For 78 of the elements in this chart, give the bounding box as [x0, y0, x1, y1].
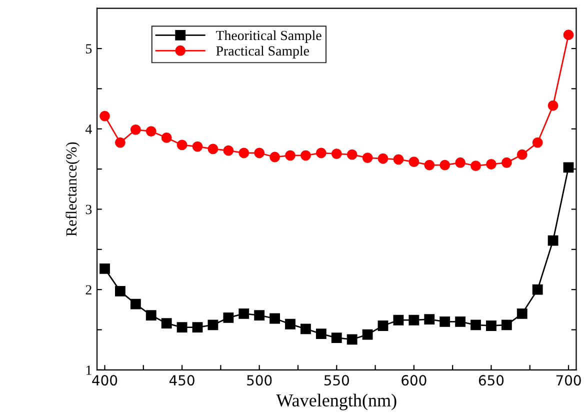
point: [100, 110, 110, 122]
point: [146, 126, 156, 137]
point: [238, 308, 250, 319]
x-tick-label: 600: [402, 375, 426, 386]
point: [208, 144, 218, 154]
point: [316, 328, 326, 339]
point: [146, 310, 156, 320]
point: [115, 137, 126, 148]
point: [470, 320, 481, 330]
point: [362, 329, 373, 340]
point: [176, 140, 188, 150]
point: [254, 148, 265, 158]
point: [424, 314, 435, 325]
point: [270, 313, 280, 324]
y-tick-label: 5: [86, 44, 92, 54]
point: [532, 137, 543, 148]
point: [130, 124, 141, 135]
point: [316, 148, 326, 158]
x-tick-label: 400: [92, 375, 118, 386]
x-axis-title: Wavelength(nm): [276, 394, 396, 410]
point: [300, 324, 311, 334]
point: [455, 316, 466, 327]
legend-label: Theoritical Sample: [216, 30, 322, 43]
point: [378, 153, 388, 164]
x-tick-label: 650: [478, 375, 504, 386]
point: [208, 320, 218, 330]
point: [440, 316, 450, 327]
point: [455, 157, 466, 168]
point: [161, 132, 172, 143]
point: [100, 263, 110, 274]
point: [223, 145, 234, 156]
point: [378, 320, 388, 331]
point: [192, 141, 203, 152]
y-tick-label: 3: [86, 204, 92, 214]
point: [285, 150, 296, 161]
point: [470, 160, 481, 172]
point: [501, 157, 512, 168]
point: [563, 162, 574, 173]
x-tick-label: 500: [247, 375, 272, 386]
point: [532, 284, 543, 295]
y-axis-title: Reflectance(%): [66, 142, 80, 236]
point: [424, 160, 435, 170]
x-tick-label: 550: [324, 375, 349, 386]
point: [238, 148, 250, 158]
point: [486, 159, 496, 170]
point: [486, 320, 496, 331]
point: [130, 298, 141, 310]
point: [548, 100, 558, 111]
point: [300, 150, 311, 161]
x-tick-label: 450: [169, 375, 194, 386]
point: [346, 334, 358, 345]
legend-label: Practical Sample: [216, 46, 310, 58]
point: [408, 314, 420, 326]
point: [331, 332, 342, 343]
point: [393, 314, 404, 326]
point: [393, 154, 404, 165]
point: [254, 310, 265, 320]
point: [176, 322, 188, 333]
point: [516, 308, 528, 319]
point: [285, 318, 296, 330]
y-tick-label: 4: [85, 124, 92, 134]
point: [346, 149, 358, 160]
point: [408, 156, 420, 168]
point: [331, 148, 342, 159]
point: [161, 318, 172, 329]
point: [362, 152, 373, 164]
point: [501, 320, 512, 330]
point: [270, 152, 280, 162]
point: [192, 322, 203, 333]
y-tick-label: 2: [86, 285, 92, 294]
point: [440, 160, 450, 170]
point: [563, 30, 574, 40]
x-tick-label: 700: [556, 375, 581, 386]
point: [223, 312, 234, 323]
point: [548, 235, 558, 246]
point: [516, 149, 528, 160]
point: [115, 286, 126, 296]
y-tick-label: 1: [86, 366, 92, 375]
